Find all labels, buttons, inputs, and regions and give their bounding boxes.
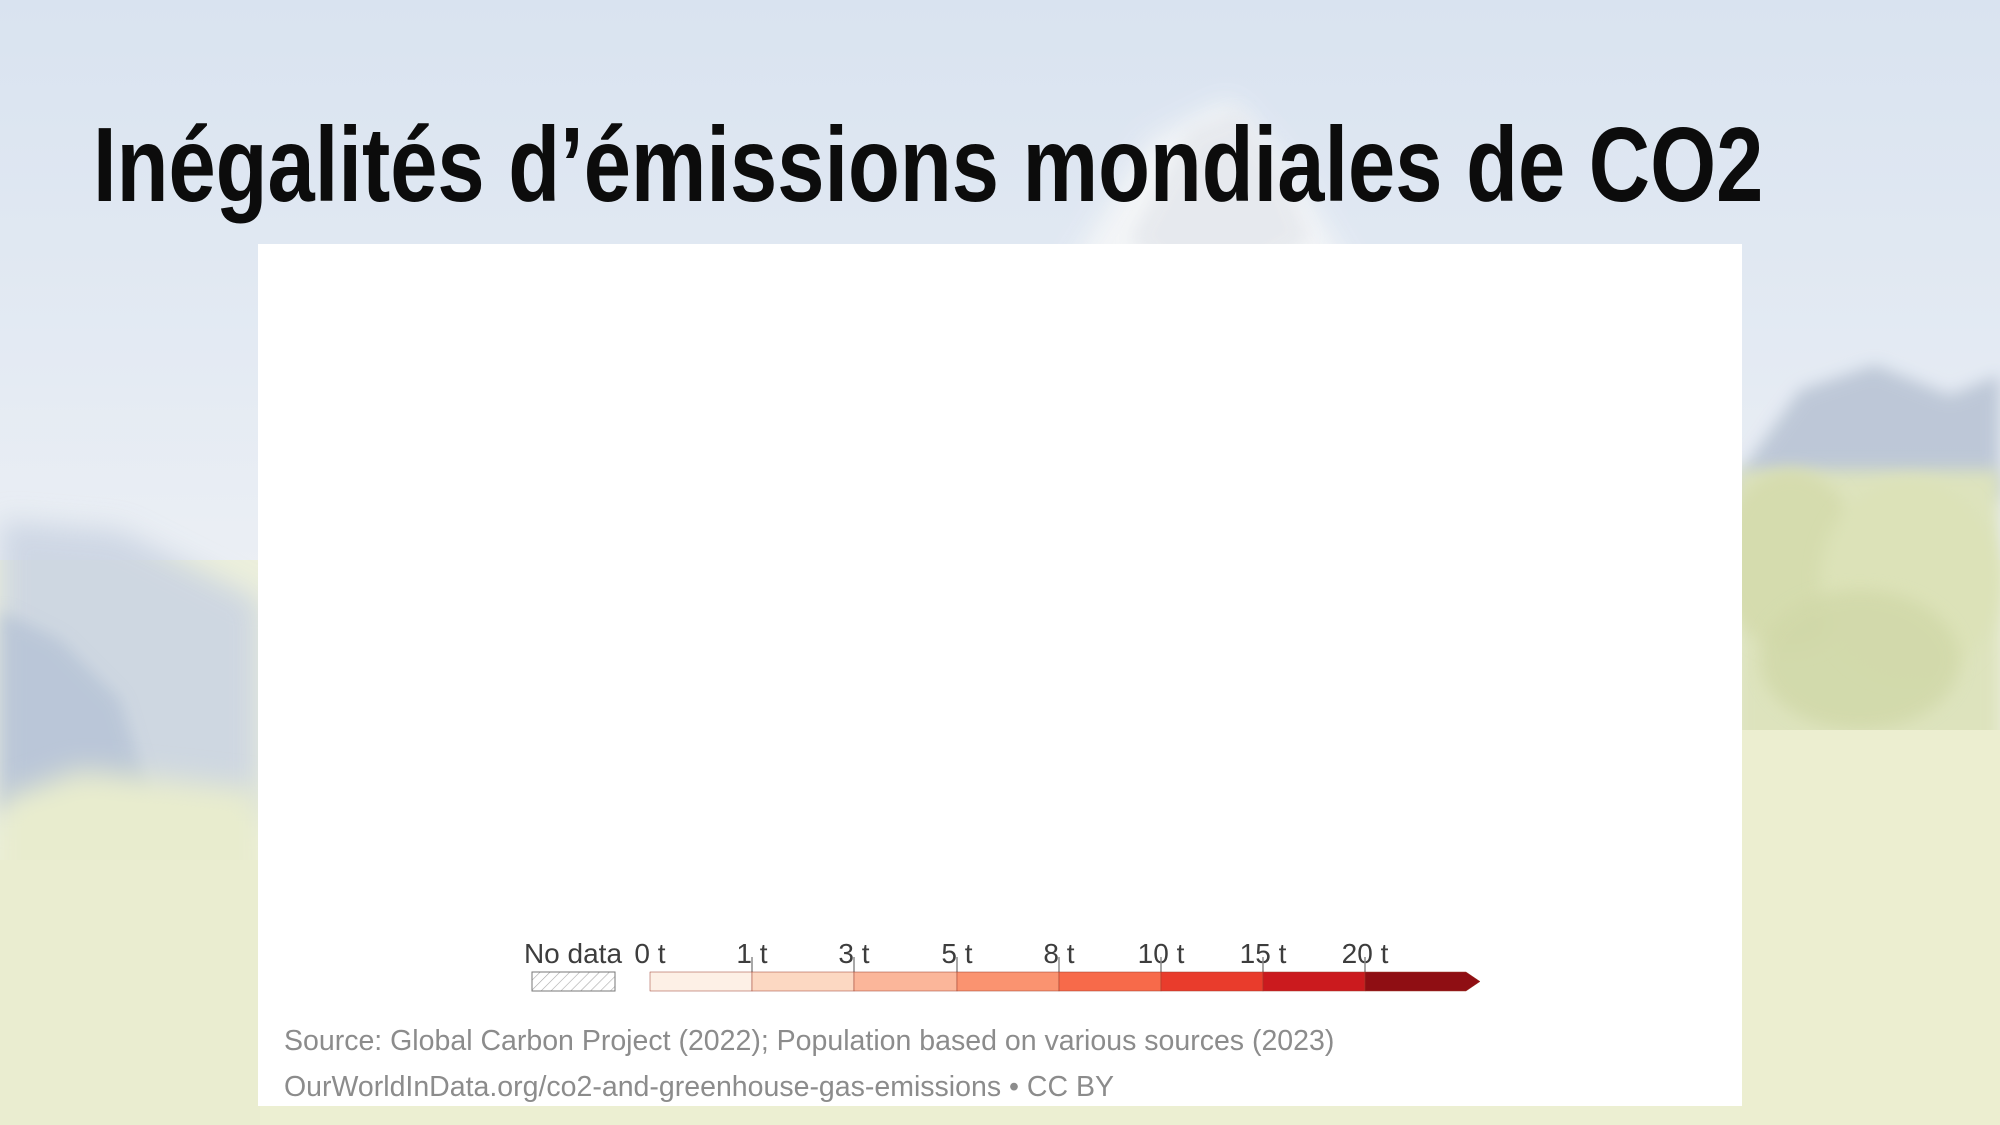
svg-text:OurWorldInData.org/co2-and-gre: OurWorldInData.org/co2-and-greenhouse-ga… [284,1071,1114,1103]
svg-text:Source: Global Carbon Project: Source: Global Carbon Project (2022); Po… [284,1025,1334,1057]
svg-text:0 t: 0 t [634,938,665,969]
svg-text:No data: No data [524,938,622,969]
